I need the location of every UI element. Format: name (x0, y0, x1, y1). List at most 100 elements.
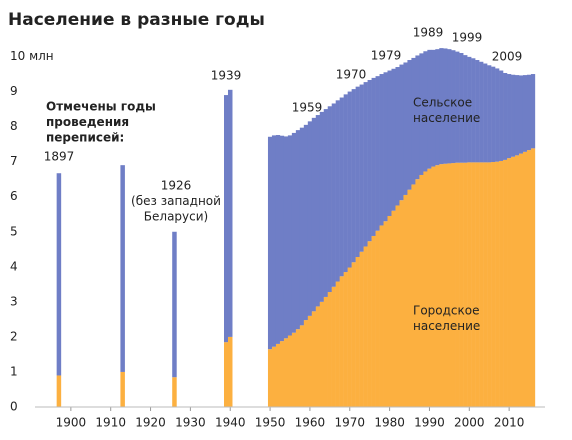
bar-segment (303, 320, 309, 407)
bar-segment (427, 49, 432, 169)
bar-segment (479, 162, 484, 407)
bar-segment (431, 166, 436, 407)
bar-segment (347, 267, 352, 407)
bar-segment (491, 162, 496, 407)
bar-segment (514, 75, 520, 156)
bar-segment (499, 70, 504, 161)
x-tick-label: 1950 (255, 416, 286, 430)
bar-segment (319, 301, 324, 407)
bar-segment (56, 173, 62, 376)
x-tick-label: 1910 (95, 416, 126, 430)
bar-segment (419, 53, 424, 175)
bar-segment (399, 64, 404, 201)
bar-segment (471, 162, 476, 407)
bar-segment (267, 136, 273, 350)
x-tick-label: 1980 (374, 416, 405, 430)
bar-segment (371, 77, 376, 236)
bar-segment (411, 57, 416, 185)
bar-segment (463, 162, 468, 407)
y-tick-label: 10 млн (10, 49, 54, 63)
bar-segment (431, 49, 436, 167)
bar-segment (483, 162, 488, 407)
bar-segment (227, 89, 233, 337)
annotation: население (413, 111, 480, 125)
bar-segment (495, 68, 500, 162)
y-tick-label: 7 (10, 154, 18, 168)
bar-segment (483, 63, 488, 163)
y-tick-label: 8 (10, 119, 18, 133)
bar-segment (347, 91, 352, 268)
bar-segment (423, 51, 428, 172)
annotation: 2009 (492, 50, 523, 64)
annotation: население (413, 319, 480, 333)
x-tick-label: 1970 (334, 416, 365, 430)
bar-segment (491, 66, 496, 163)
bar-segment (503, 159, 508, 407)
bar-segment (375, 76, 380, 231)
bar-segment (267, 349, 273, 407)
bar-segment (343, 94, 348, 273)
annotation: Отмечены годы (46, 100, 156, 114)
x-tick-label: 1900 (56, 416, 87, 430)
bar-segment (459, 162, 464, 407)
bar-segment (335, 100, 340, 282)
bar-segment (291, 132, 297, 333)
bar-segment (391, 210, 396, 407)
bar-segment (307, 315, 313, 407)
bar-segment (375, 230, 380, 407)
bar-segment (499, 160, 504, 407)
bar-segment (323, 296, 328, 407)
bar-segment (339, 276, 344, 407)
bar-segment (511, 74, 516, 157)
bar-segment (271, 346, 277, 407)
bar-segment (403, 194, 408, 407)
y-tick-label: 5 (10, 224, 18, 238)
bar-segment (275, 343, 281, 407)
y-tick-label: 0 (10, 400, 18, 414)
bar-segment (475, 60, 480, 163)
bar-segment (439, 164, 444, 407)
bar-segment (423, 171, 428, 407)
bar-segment (427, 168, 432, 407)
bar-segment (319, 111, 324, 302)
bar-segment (387, 70, 392, 216)
bar-segment (467, 56, 472, 163)
bar-segment (56, 375, 62, 407)
x-tick-label: 1960 (295, 416, 326, 430)
bar-segment (415, 179, 420, 407)
annotation: 1979 (371, 49, 402, 63)
bar-segment (395, 67, 400, 206)
bar-segment (363, 246, 368, 407)
y-tick-label: 6 (10, 189, 18, 203)
annotation: переписей: (46, 131, 124, 145)
bar-segment (522, 75, 528, 152)
annotation: 1999 (452, 31, 483, 45)
bar-segment (303, 124, 309, 321)
bar-segment (363, 82, 368, 247)
bar-segment (463, 55, 468, 163)
bar-segment (407, 189, 412, 407)
bar-segment (391, 68, 396, 211)
bar-segment (335, 281, 340, 407)
bar-segment (411, 184, 416, 407)
bar-segment (435, 165, 440, 407)
y-tick-label: 2 (10, 329, 18, 343)
bar-segment (367, 241, 372, 407)
bar-segment (455, 162, 460, 407)
bar-segment (359, 84, 364, 252)
bar-segment (355, 256, 360, 407)
bar-segment (315, 306, 321, 407)
bar-segment (443, 163, 448, 407)
bar-segment (503, 72, 508, 160)
bar-segment (471, 58, 476, 163)
bar-segment (315, 115, 321, 307)
bar-segment (455, 51, 460, 163)
bar-segment (399, 200, 404, 407)
bar-segment (295, 329, 301, 407)
y-tick-label: 9 (10, 84, 18, 98)
bar-segment (451, 163, 456, 407)
bar-segment (287, 135, 293, 336)
bar-segment (439, 48, 444, 165)
bar-segment (443, 48, 448, 164)
